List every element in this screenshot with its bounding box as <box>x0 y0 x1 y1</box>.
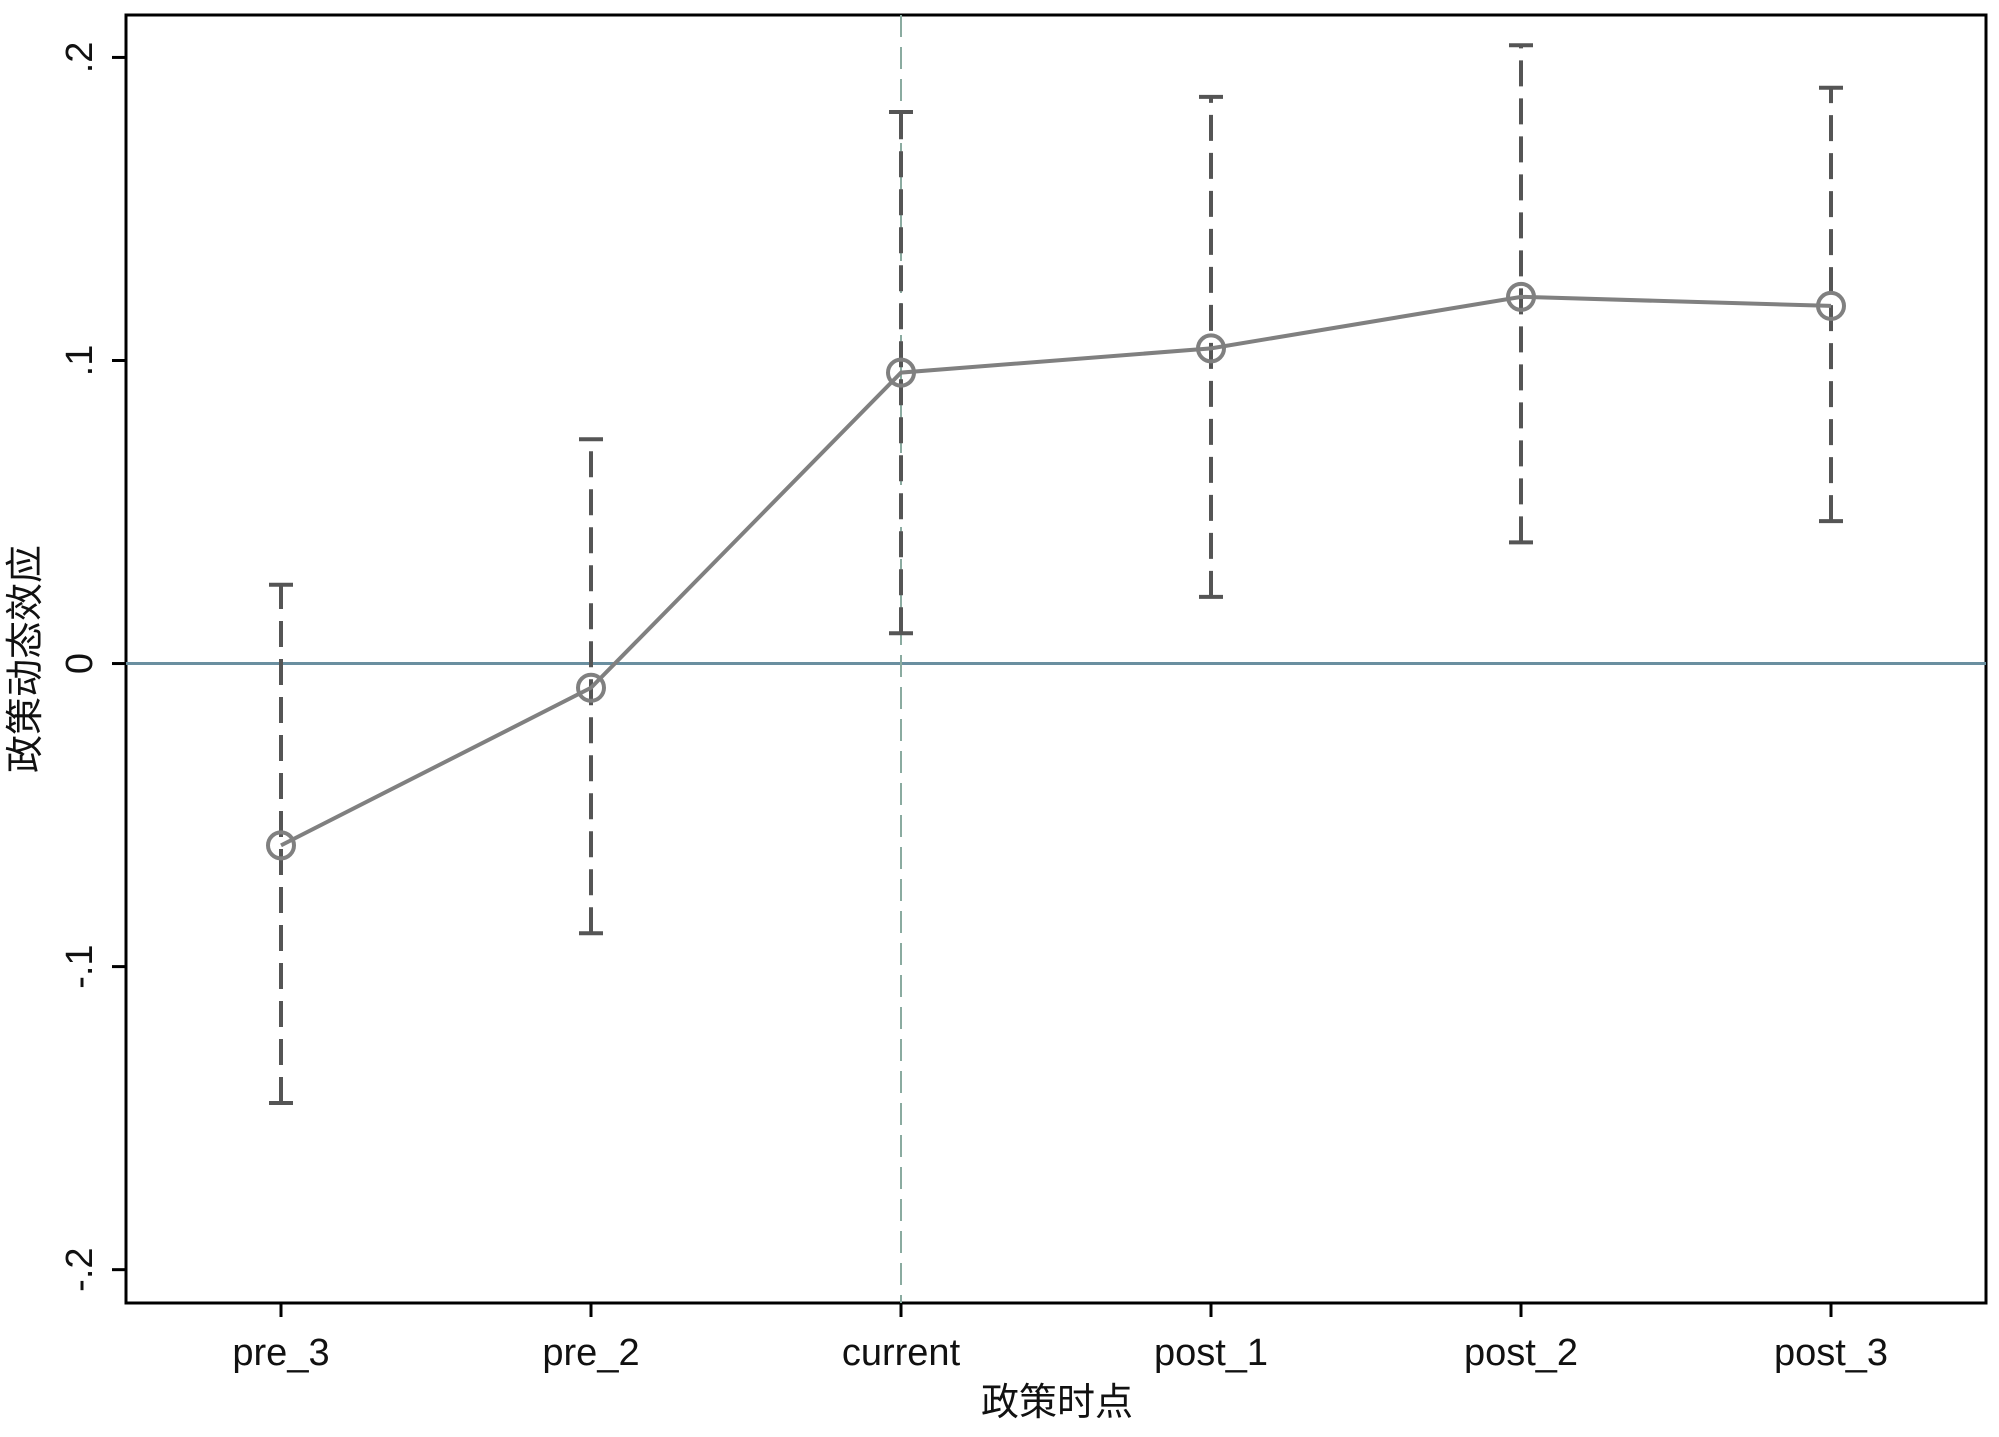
x-axis-title: 政策时点 <box>981 1382 1133 1424</box>
marker <box>1816 290 1846 321</box>
x-tick-label: pre_2 <box>542 1332 639 1374</box>
x-tick-label: pre_3 <box>232 1332 329 1374</box>
marker-circle <box>1196 333 1226 364</box>
series-line <box>280 294 1832 848</box>
y-axis-title: 政策动态效应 <box>5 545 47 773</box>
y-tick-label: 0 <box>59 653 101 674</box>
marker <box>886 357 916 388</box>
y-tick-label: -.1 <box>59 944 101 988</box>
y-tick-label: .1 <box>59 345 101 377</box>
x-tick-label: post_3 <box>1774 1332 1888 1374</box>
marker <box>576 672 606 703</box>
marker-circle <box>886 357 916 388</box>
x-tick-label: post_1 <box>1154 1332 1268 1374</box>
y-tick-label: .2 <box>59 42 101 74</box>
x-tick-label: current <box>842 1332 961 1374</box>
marker <box>1196 333 1226 364</box>
marker <box>1506 281 1536 312</box>
marker-circle <box>576 672 606 703</box>
marker-circle <box>266 830 296 861</box>
x-tick-label: post_2 <box>1464 1332 1578 1374</box>
marker <box>266 830 296 861</box>
plot-frame <box>124 13 1988 1305</box>
y-tick-label: -.2 <box>59 1247 101 1291</box>
marker-circle <box>1506 281 1536 312</box>
marker-circle <box>1816 290 1846 321</box>
